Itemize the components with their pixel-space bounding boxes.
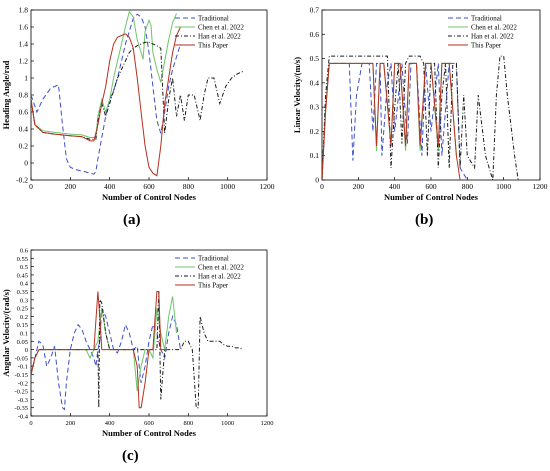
y-tick-label: 0: [24, 159, 28, 168]
x-tick-label: 0: [29, 182, 33, 191]
legend-label-this: This Paper: [198, 282, 229, 290]
x-tick-label: 600: [143, 182, 155, 191]
legend-label-han: Han et al. 2022: [198, 33, 241, 41]
series-line-this: [31, 291, 169, 409]
legend-label-traditional: Traditional: [471, 15, 502, 23]
x-tick-label: 600: [425, 182, 437, 191]
y-tick-label: 0.5: [20, 264, 28, 271]
y-tick-label: 1.2: [19, 57, 29, 66]
y-tick-label: -0.3: [18, 397, 28, 404]
y-tick-label: 0.1: [310, 151, 320, 160]
panel-label-a: (a): [123, 212, 141, 228]
legend-label-this: This Paper: [198, 42, 229, 50]
y-tick-label: 0.55: [17, 256, 28, 263]
x-tick-label: 800: [183, 182, 195, 191]
y-tick-label: 1.6: [19, 23, 29, 32]
y-tick-label: 0.8: [19, 91, 29, 100]
legend-label-this: This Paper: [471, 42, 502, 50]
legend-label-han: Han et al. 2022: [471, 33, 514, 41]
y-tick-label: -0.25: [14, 389, 28, 396]
series-line-traditional: [31, 13, 181, 175]
legend-label-chen: Chen et al. 2022: [471, 24, 517, 32]
x-tick-label: 400: [105, 420, 115, 427]
series-line-han: [31, 41, 244, 140]
y-tick-label: -0.35: [14, 405, 28, 412]
y-tick-label: 0.2: [310, 127, 320, 136]
x-axis-label: Number of Control Nodes: [384, 192, 479, 202]
y-tick-label: 1: [24, 74, 28, 83]
series-line-traditional: [322, 62, 468, 180]
y-tick-label: -0.4: [18, 414, 29, 421]
series-line-this: [322, 62, 461, 180]
x-tick-label: 1000: [221, 420, 234, 427]
legend-label-traditional: Traditional: [198, 15, 229, 23]
x-tick-label: 800: [462, 182, 474, 191]
x-tick-label: 1200: [533, 182, 548, 191]
y-tick-label: 0.25: [17, 306, 28, 313]
chart-panel-a: 0 200 400 600 800 1000 1200-0.200.20.40.60.811…: [1, 6, 275, 203]
legend-label-traditional: Traditional: [198, 255, 229, 263]
series-line-han: [31, 291, 244, 409]
y-tick-label: 0.5: [310, 54, 320, 63]
y-tick-label: -0.2: [16, 176, 28, 185]
y-tick-label: 0.4: [310, 78, 320, 87]
x-tick-label: 1000: [220, 182, 235, 191]
series-line-chen: [31, 296, 177, 392]
y-tick-label: -0.1: [18, 364, 28, 371]
x-tick-label: 0: [29, 420, 32, 427]
y-tick-label: 0.6: [19, 108, 29, 117]
legend-label-chen: Chen et al. 2022: [198, 24, 244, 32]
y-tick-label: 0.15: [17, 322, 28, 329]
y-tick-label: 0.4: [19, 125, 29, 134]
chart-panel-c: 0 200 400 600 800 1000 1200 -0.4 -0.35-0.3-0.25 -…: [1, 248, 274, 439]
y-tick-label: -0.15: [14, 372, 28, 379]
series-line-chen: [31, 10, 177, 138]
x-tick-label: 200: [353, 182, 365, 191]
legend-label-chen: Chen et al. 2022: [198, 264, 244, 272]
y-tick-label: 0.7: [310, 6, 320, 15]
x-tick-label: 400: [104, 182, 116, 191]
x-tick-label: 200: [65, 420, 75, 427]
x-axis-label: Number of Control Nodes: [102, 428, 197, 438]
y-tick-label: 0.6: [20, 248, 29, 255]
legend-label-han: Han et al. 2022: [198, 273, 241, 281]
y-tick-label: 0.45: [17, 272, 28, 279]
x-axis-label: Number of Control Nodes: [102, 192, 197, 202]
y-axis-label: Heading Angle/rad: [1, 60, 11, 129]
y-tick-label: 0: [25, 347, 28, 354]
y-tick-label: 0.3: [20, 297, 28, 304]
y-tick-label: 0.2: [19, 142, 29, 151]
x-tick-label: 1000: [496, 182, 511, 191]
y-tick-label: 0.35: [17, 289, 28, 296]
y-tick-label: 0: [315, 176, 319, 185]
y-tick-label: -0.2: [18, 380, 28, 387]
y-tick-label: 0.1: [20, 331, 28, 338]
x-tick-label: 800: [183, 420, 193, 427]
series-line-this: [31, 26, 181, 177]
y-tick-label: -0.05: [14, 355, 28, 362]
x-tick-label: 400: [389, 182, 401, 191]
y-tick-label: 0.3: [310, 103, 320, 112]
panel-label-c: (c): [122, 448, 139, 464]
panel-label-b: (b): [415, 212, 434, 228]
y-tick-label: 0.6: [310, 30, 320, 39]
y-tick-label: 0.4: [20, 281, 29, 288]
chart-panel-b: 0 200 400 600 800 1000 1200 0 0.1 0.2 0.3 0.4 0.5 0.6…: [292, 6, 548, 203]
y-tick-label: 1.8: [19, 6, 29, 15]
x-tick-label: 600: [144, 420, 154, 427]
y-tick-label: 1.4: [19, 40, 29, 49]
x-tick-label: 200: [65, 182, 77, 191]
series-line-han: [322, 55, 519, 180]
x-tick-label: 1200: [260, 182, 275, 191]
y-tick-label: 0.05: [17, 339, 28, 346]
y-tick-label: 0.2: [20, 314, 28, 321]
x-tick-label: 1200: [261, 420, 274, 427]
y-axis-label: Angular Velocity/(rad/s): [1, 289, 11, 377]
y-axis-label: Linear Velocity/(m/s): [292, 57, 302, 133]
x-tick-label: 0: [320, 182, 324, 191]
